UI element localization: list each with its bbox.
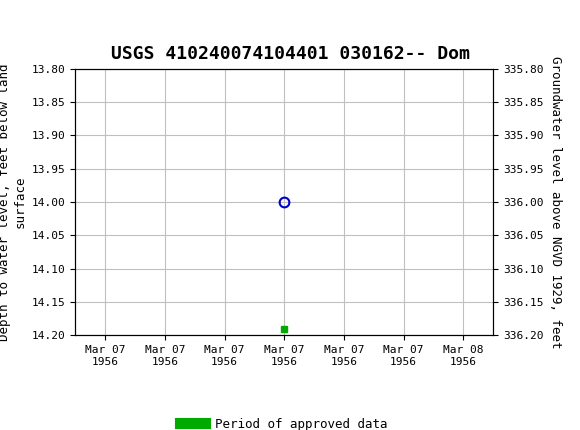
- Text: USGS 410240074104401 030162-- Dom: USGS 410240074104401 030162-- Dom: [111, 45, 469, 63]
- Y-axis label: Groundwater level above NGVD 1929, feet: Groundwater level above NGVD 1929, feet: [549, 56, 562, 348]
- Text: ≈USGS: ≈USGS: [12, 10, 70, 29]
- Y-axis label: Depth to water level, feet below land
surface: Depth to water level, feet below land su…: [0, 63, 26, 341]
- Legend: Period of approved data: Period of approved data: [176, 413, 393, 430]
